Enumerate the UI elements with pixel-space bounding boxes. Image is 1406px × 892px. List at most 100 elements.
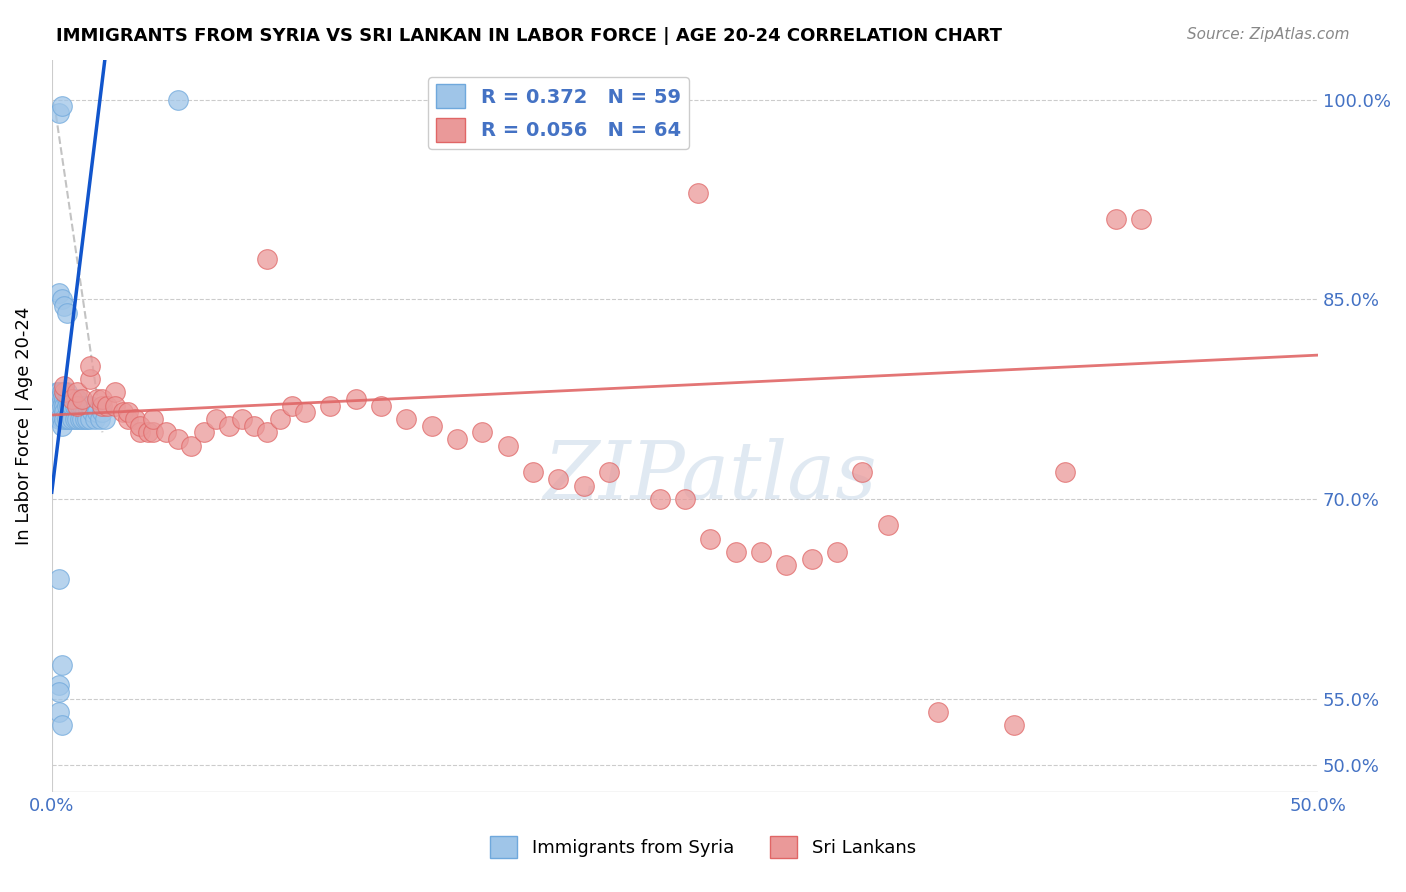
Point [370, 399, 392, 413]
Point [572, 478, 595, 492]
Point [180, 439, 202, 453]
Point [256, 252, 278, 267]
Point [60, 399, 83, 413]
Point [48, 412, 70, 426]
Point [66, 399, 89, 413]
Point [60, 392, 83, 406]
Point [86, 405, 108, 419]
Point [51, 658, 73, 673]
Point [56, 392, 79, 406]
Point [51, 418, 73, 433]
Point [598, 465, 620, 479]
Point [63, 412, 86, 426]
Point [281, 399, 304, 413]
Point [256, 425, 278, 440]
Point [69, 399, 91, 413]
Point [48, 399, 70, 413]
Point [60, 392, 83, 406]
Point [648, 491, 671, 506]
Point [167, 93, 190, 107]
Point [58, 399, 80, 413]
Point [395, 412, 418, 426]
Point [522, 465, 544, 479]
Point [91, 399, 114, 413]
Point [56, 385, 79, 400]
Point [111, 405, 134, 419]
Point [142, 425, 165, 440]
Point [547, 472, 569, 486]
Point [117, 412, 139, 426]
Point [129, 418, 152, 433]
Point [58, 412, 80, 426]
Point [136, 425, 159, 440]
Point [1053, 465, 1076, 479]
Point [53, 299, 76, 313]
Point [104, 385, 127, 400]
Point [699, 532, 721, 546]
Point [218, 418, 240, 433]
Text: IMMIGRANTS FROM SYRIA VS SRI LANKAN IN LABOR FORCE | AGE 20-24 CORRELATION CHART: IMMIGRANTS FROM SYRIA VS SRI LANKAN IN L… [56, 27, 1002, 45]
Point [927, 705, 949, 719]
Point [51, 399, 73, 413]
Point [851, 465, 873, 479]
Point [825, 545, 848, 559]
Point [48, 392, 70, 406]
Point [51, 392, 73, 406]
Point [124, 412, 146, 426]
Point [775, 558, 797, 573]
Point [53, 399, 76, 413]
Point [58, 392, 80, 406]
Point [66, 399, 89, 413]
Point [876, 518, 898, 533]
Point [142, 412, 165, 426]
Point [53, 412, 76, 426]
Point [53, 385, 76, 400]
Point [66, 412, 89, 426]
Point [56, 305, 79, 319]
Point [104, 399, 127, 413]
Point [1104, 212, 1126, 227]
Point [673, 491, 696, 506]
Point [56, 399, 79, 413]
Point [70, 399, 93, 413]
Point [66, 392, 89, 406]
Point [319, 399, 342, 413]
Point [79, 399, 101, 413]
Point [79, 372, 101, 386]
Point [66, 385, 89, 400]
Point [91, 392, 114, 406]
Point [800, 551, 823, 566]
Point [53, 378, 76, 392]
Point [91, 405, 114, 419]
Legend: Immigrants from Syria, Sri Lankans: Immigrants from Syria, Sri Lankans [484, 829, 922, 865]
Point [496, 439, 519, 453]
Point [56, 412, 79, 426]
Legend: R = 0.372   N = 59, R = 0.056   N = 64: R = 0.372 N = 59, R = 0.056 N = 64 [427, 77, 689, 149]
Point [231, 412, 253, 426]
Point [1002, 718, 1025, 732]
Point [155, 425, 177, 440]
Point [94, 412, 117, 426]
Point [83, 412, 105, 426]
Point [167, 432, 190, 446]
Point [51, 99, 73, 113]
Point [48, 678, 70, 692]
Point [344, 392, 367, 406]
Point [79, 412, 101, 426]
Point [48, 106, 70, 120]
Point [48, 285, 70, 300]
Point [51, 718, 73, 732]
Point [48, 572, 70, 586]
Point [89, 412, 111, 426]
Point [48, 685, 70, 699]
Point [129, 425, 152, 440]
Point [63, 399, 86, 413]
Point [96, 399, 118, 413]
Point [193, 425, 215, 440]
Point [45, 385, 67, 400]
Point [82, 405, 104, 419]
Point [53, 405, 76, 419]
Point [446, 432, 468, 446]
Point [686, 186, 709, 200]
Point [73, 412, 96, 426]
